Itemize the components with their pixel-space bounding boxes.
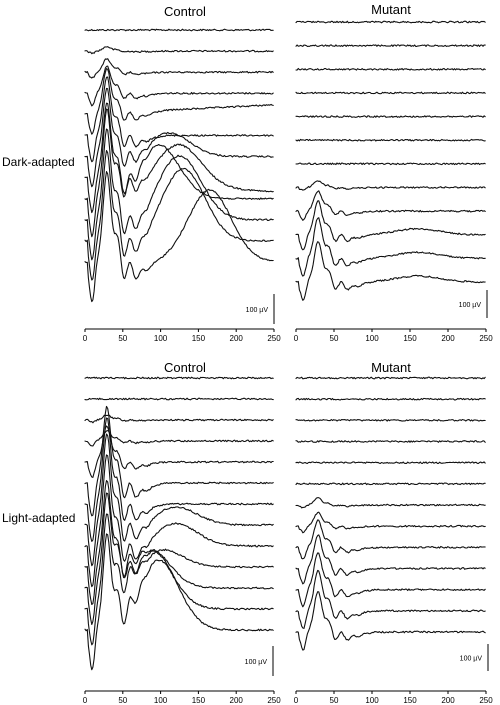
erg-trace xyxy=(295,376,486,380)
erg-trace xyxy=(84,376,274,380)
erg-trace xyxy=(84,65,274,107)
erg-trace xyxy=(295,552,486,608)
row-label: Light-adapted xyxy=(2,511,75,525)
x-tick-label: 100 xyxy=(365,696,379,705)
erg-trace xyxy=(84,102,274,214)
x-tick-label: 250 xyxy=(267,696,281,705)
erg-trace xyxy=(295,591,486,651)
erg-trace xyxy=(84,425,274,478)
x-tick-label: 200 xyxy=(230,696,244,705)
erg-trace xyxy=(295,180,486,191)
erg-panel: Mutant 0 50 100 150 200 250 100 µV xyxy=(294,360,493,705)
x-tick-label: 100 xyxy=(365,334,379,343)
erg-trace xyxy=(295,138,486,142)
erg-trace xyxy=(295,519,486,560)
x-tick-label: 100 xyxy=(154,334,168,343)
x-tick-label: 150 xyxy=(403,334,417,343)
panel-title: Control xyxy=(164,360,206,375)
erg-trace xyxy=(84,480,274,606)
x-tick-label: 150 xyxy=(403,696,417,705)
x-tick-label: 150 xyxy=(192,334,206,343)
erg-trace xyxy=(295,115,486,118)
x-tick-label: 50 xyxy=(330,696,339,705)
x-tick-label: 50 xyxy=(118,334,127,343)
erg-trace xyxy=(84,171,274,303)
erg-trace xyxy=(84,397,274,401)
scale-bar-label: 100 µV xyxy=(460,656,483,663)
erg-trace xyxy=(295,511,486,534)
erg-trace xyxy=(84,46,274,55)
erg-trace xyxy=(295,418,486,422)
erg-trace xyxy=(84,149,274,281)
x-tick-label: 200 xyxy=(230,334,244,343)
panel-title: Mutant xyxy=(371,360,411,375)
erg-trace xyxy=(295,20,486,24)
erg-trace xyxy=(84,58,274,79)
erg-trace xyxy=(84,454,274,588)
scale-bar-label: 100 µV xyxy=(246,307,269,314)
erg-trace xyxy=(295,44,486,47)
erg-trace xyxy=(84,433,274,567)
x-tick-label: 250 xyxy=(479,696,493,705)
erg-trace xyxy=(295,67,486,71)
erg-trace xyxy=(295,569,486,629)
erg-trace xyxy=(295,241,486,301)
erg-trace xyxy=(84,28,274,32)
erg-trace xyxy=(84,417,274,542)
erg-trace xyxy=(84,430,274,447)
erg-trace xyxy=(295,217,486,277)
erg-trace xyxy=(84,405,274,517)
erg-trace xyxy=(84,68,274,135)
x-tick-label: 200 xyxy=(441,696,455,705)
erg-trace xyxy=(295,497,486,509)
scale-bar-label: 100 µV xyxy=(245,659,268,666)
erg-trace xyxy=(84,414,274,424)
panel-title: Control xyxy=(164,4,206,19)
erg-panel: Control Light-adapted 0 50 100 150 200 250 100 µ… xyxy=(2,360,281,705)
x-tick-label: 50 xyxy=(330,334,339,343)
x-tick-label: 100 xyxy=(154,696,168,705)
erg-trace xyxy=(84,128,274,261)
x-tick-label: 150 xyxy=(192,696,206,705)
erg-panel: Control Dark-adapted 0 50 100 150 200 250 100 µV xyxy=(2,4,281,343)
erg-trace xyxy=(84,87,274,188)
x-tick-label: 0 xyxy=(294,334,299,343)
panel-title: Mutant xyxy=(371,2,411,17)
x-tick-label: 0 xyxy=(83,696,88,705)
scale-bar-label: 100 µV xyxy=(459,302,482,309)
x-tick-label: 0 xyxy=(294,696,299,705)
erg-trace xyxy=(295,440,486,443)
x-tick-label: 250 xyxy=(479,334,493,343)
erg-trace xyxy=(295,162,486,166)
erg-trace xyxy=(295,397,486,401)
row-label: Dark-adapted xyxy=(2,155,75,169)
erg-trace xyxy=(84,492,274,626)
erg-panel: Mutant 0 50 100 150 200 250 100 µV xyxy=(294,2,493,343)
erg-trace xyxy=(84,108,274,238)
x-tick-label: 0 xyxy=(83,334,88,343)
x-tick-label: 200 xyxy=(441,334,455,343)
erg-trace xyxy=(295,534,486,585)
erg-trace xyxy=(84,513,274,646)
erg-trace xyxy=(295,461,486,464)
erg-trace xyxy=(295,482,486,486)
x-tick-label: 50 xyxy=(118,696,127,705)
erg-trace xyxy=(295,190,486,221)
erg-trace xyxy=(84,533,274,671)
x-tick-label: 250 xyxy=(267,334,281,343)
erg-trace xyxy=(295,200,486,251)
erg-trace xyxy=(295,91,486,95)
